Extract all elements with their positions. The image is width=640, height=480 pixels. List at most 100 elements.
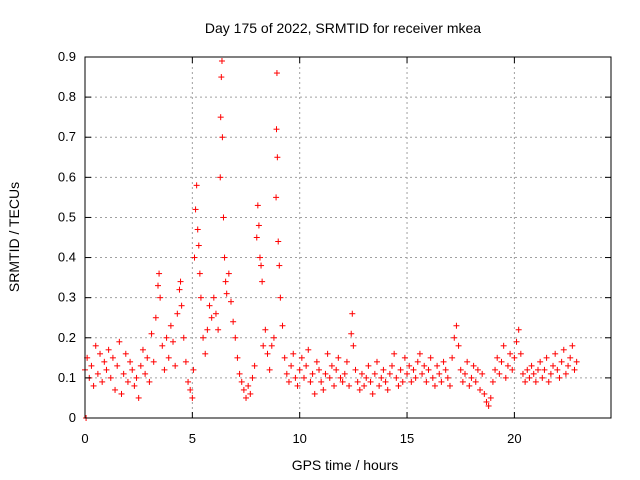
data-point [341, 370, 348, 377]
data-point [558, 358, 565, 365]
data-point [170, 338, 177, 345]
data-point [485, 402, 492, 409]
y-tick-label: 0.6 [58, 169, 76, 184]
data-point [429, 374, 436, 381]
data-point [259, 278, 266, 285]
data-point [190, 366, 197, 373]
data-point [243, 394, 250, 401]
data-point [202, 350, 209, 357]
data-point [356, 386, 363, 393]
data-point [434, 362, 441, 369]
data-point [137, 362, 144, 369]
data-point [337, 374, 344, 381]
data-point [133, 374, 140, 381]
data-point [444, 374, 451, 381]
data-point [519, 370, 526, 377]
data-point [464, 358, 471, 365]
data-point [335, 354, 342, 361]
data-point [416, 350, 423, 357]
data-point [90, 382, 97, 389]
data-point [105, 346, 112, 353]
data-point [189, 394, 196, 401]
data-point [279, 322, 286, 329]
data-point [500, 342, 507, 349]
data-point [176, 286, 183, 293]
data-point [274, 154, 281, 161]
data-point [159, 342, 166, 349]
data-point [196, 270, 203, 277]
data-point [346, 382, 353, 389]
data-point [249, 374, 256, 381]
data-point [194, 226, 201, 233]
data-point [369, 390, 376, 397]
data-point [116, 338, 123, 345]
data-point [552, 350, 559, 357]
data-point [457, 366, 464, 373]
data-point [522, 378, 529, 385]
data-point [483, 398, 490, 405]
data-point [391, 350, 398, 357]
data-point [412, 374, 419, 381]
data-point [509, 366, 516, 373]
data-point [494, 354, 501, 361]
data-point [371, 370, 378, 377]
x-tick-label: 20 [507, 431, 521, 446]
data-point [94, 370, 101, 377]
data-point [526, 374, 533, 381]
y-tick-label: 0.3 [58, 290, 76, 305]
data-point [373, 358, 380, 365]
data-point [358, 370, 365, 377]
data-point [131, 382, 138, 389]
data-point [352, 366, 359, 373]
data-point [167, 322, 174, 329]
data-point [296, 366, 303, 373]
data-point [276, 262, 283, 269]
data-point [294, 382, 301, 389]
data-point [92, 342, 99, 349]
data-point [142, 370, 149, 377]
data-point [238, 378, 245, 385]
y-tick-label: 0 [69, 410, 76, 425]
y-tick-label: 0.9 [58, 49, 76, 64]
data-point [565, 362, 572, 369]
data-point [573, 358, 580, 365]
data-point [97, 350, 104, 357]
data-point [472, 378, 479, 385]
data-point [466, 382, 473, 389]
data-point [210, 294, 217, 301]
y-tick-label: 0.7 [58, 129, 76, 144]
data-point [254, 202, 261, 209]
data-point [152, 314, 159, 321]
data-point [200, 334, 207, 341]
data-point [489, 378, 496, 385]
data-point [537, 358, 544, 365]
data-point [365, 362, 372, 369]
data-point [150, 358, 157, 365]
data-point [498, 358, 505, 365]
data-point [220, 214, 227, 221]
data-point [363, 374, 370, 381]
data-point [504, 362, 511, 369]
data-point [511, 354, 518, 361]
data-point [517, 350, 524, 357]
data-point [262, 326, 269, 333]
data-point [541, 366, 548, 373]
data-point [446, 382, 453, 389]
data-point [307, 378, 314, 385]
data-point [230, 318, 237, 325]
data-point [285, 378, 292, 385]
data-point [560, 346, 567, 353]
data-point [109, 354, 116, 361]
data-point [397, 366, 404, 373]
data-point [380, 366, 387, 373]
data-point [240, 386, 247, 393]
data-point [255, 222, 262, 229]
y-tick-label: 0.5 [58, 209, 76, 224]
data-point [122, 350, 129, 357]
data-point [245, 382, 252, 389]
data-point [177, 278, 184, 285]
data-point [232, 334, 239, 341]
data-point [556, 374, 563, 381]
data-point [535, 366, 542, 373]
